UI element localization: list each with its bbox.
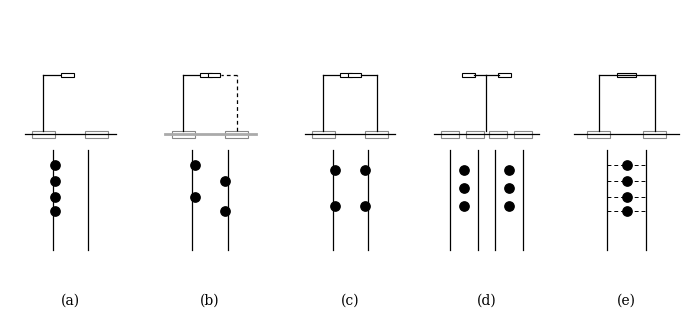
Point — [189, 194, 200, 199]
Bar — [587, 131, 610, 138]
Point — [503, 204, 514, 209]
Bar — [312, 131, 335, 138]
Point — [621, 178, 632, 183]
Bar — [225, 131, 248, 138]
Point — [458, 185, 470, 190]
Point — [329, 167, 340, 172]
Point — [49, 194, 60, 199]
Point — [503, 185, 514, 190]
Point — [360, 167, 371, 172]
Bar — [643, 131, 666, 138]
Bar — [172, 131, 195, 138]
Bar — [340, 73, 352, 77]
Point — [458, 167, 470, 172]
Bar — [85, 131, 108, 138]
Text: (e): (e) — [617, 294, 636, 308]
Text: (c): (c) — [341, 294, 359, 308]
Bar — [514, 131, 532, 138]
Bar — [617, 73, 636, 77]
Text: (b): (b) — [200, 294, 220, 308]
Bar — [199, 73, 212, 77]
Point — [220, 178, 231, 183]
Bar — [441, 131, 459, 138]
Point — [329, 204, 340, 209]
Point — [360, 204, 371, 209]
Point — [189, 162, 200, 167]
Bar — [32, 131, 55, 138]
Bar — [348, 73, 360, 77]
Bar — [489, 131, 507, 138]
Point — [621, 162, 632, 167]
Point — [49, 209, 60, 214]
Text: (d): (d) — [477, 294, 496, 308]
Text: (a): (a) — [60, 294, 80, 308]
Bar — [466, 131, 484, 138]
Point — [458, 204, 470, 209]
Bar — [208, 73, 220, 77]
Point — [621, 194, 632, 199]
Point — [621, 209, 632, 214]
Point — [49, 162, 60, 167]
Bar — [365, 131, 389, 138]
Point — [503, 167, 514, 172]
Bar — [61, 73, 74, 77]
Point — [220, 209, 231, 214]
Bar — [498, 73, 511, 77]
Point — [49, 178, 60, 183]
Bar — [462, 73, 475, 77]
